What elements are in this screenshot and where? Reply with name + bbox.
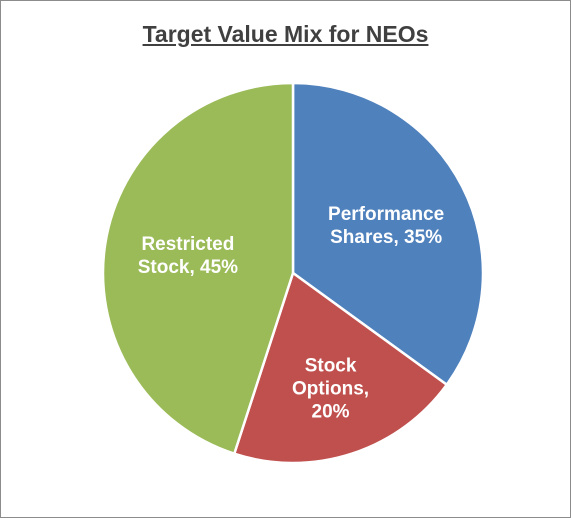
data-label: Stock Options, 20% [292, 355, 370, 423]
pie-slice [232, 270, 449, 465]
data-label: Restricted Stock, 45% [137, 234, 239, 279]
pie-slice [291, 81, 485, 387]
data-label: Performance Shares, 35% [328, 203, 445, 248]
chart-title: Target Value Mix for NEOs [142, 21, 429, 47]
pie-slice [101, 81, 295, 456]
